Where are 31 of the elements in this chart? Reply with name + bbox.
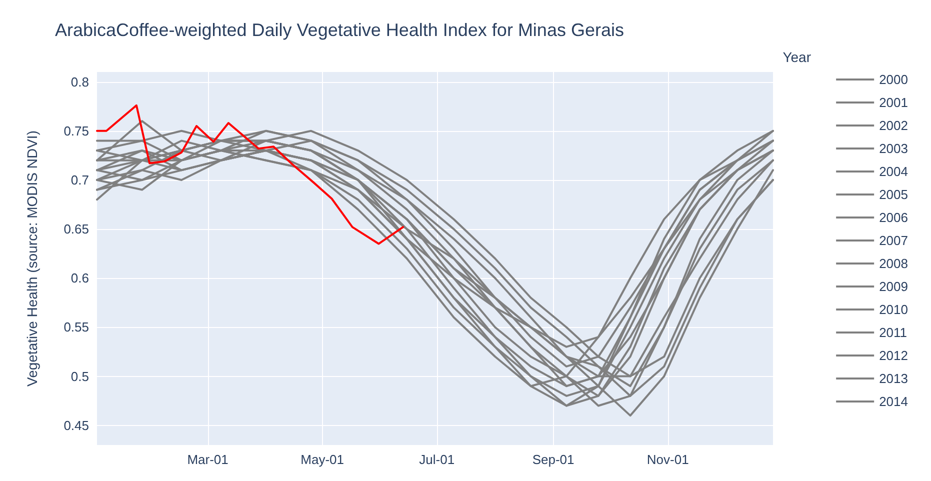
legend-label: 2008 bbox=[879, 256, 908, 271]
chart-title: ArabicaCoffee-weighted Daily Vegetative Health Index for Minas Gerais bbox=[55, 20, 624, 40]
legend-label: 2001 bbox=[879, 95, 908, 110]
legend-label: 2005 bbox=[879, 187, 908, 202]
legend-label: 2011 bbox=[879, 325, 908, 340]
y-tick-label: 0.7 bbox=[70, 172, 89, 188]
legend-label: 2002 bbox=[879, 118, 908, 133]
legend-label: 2012 bbox=[879, 348, 908, 363]
legend-label: 2007 bbox=[879, 233, 908, 248]
y-tick-label: 0.6 bbox=[70, 270, 89, 286]
y-tick-label: 0.75 bbox=[64, 123, 89, 138]
x-tick-label: Nov-01 bbox=[646, 452, 689, 467]
legend-label: 2009 bbox=[879, 279, 908, 294]
y-tick-label: 0.8 bbox=[70, 74, 89, 90]
x-tick-label: May-01 bbox=[300, 452, 344, 467]
x-tick-label: Jul-01 bbox=[419, 452, 455, 467]
y-tick-label: 0.45 bbox=[64, 418, 89, 433]
y-axis-title: Vegetative Health (source: MODIS NDVI) bbox=[24, 130, 40, 386]
legend-label: 2013 bbox=[879, 371, 908, 386]
y-tick-label: 0.55 bbox=[64, 320, 89, 335]
legend-label: 2010 bbox=[879, 302, 908, 317]
x-tick-label: Mar-01 bbox=[187, 452, 228, 467]
y-tick-label: 0.65 bbox=[64, 222, 89, 237]
legend-label: 2014 bbox=[879, 394, 908, 409]
legend-title: Year bbox=[782, 49, 812, 65]
legend-label: 2006 bbox=[879, 210, 908, 225]
legend-label: 2003 bbox=[879, 141, 908, 156]
y-tick-label: 0.5 bbox=[70, 368, 89, 384]
legend-label: 2000 bbox=[879, 72, 908, 87]
legend-label: 2004 bbox=[879, 164, 908, 179]
x-tick-label: Sep-01 bbox=[532, 452, 574, 467]
